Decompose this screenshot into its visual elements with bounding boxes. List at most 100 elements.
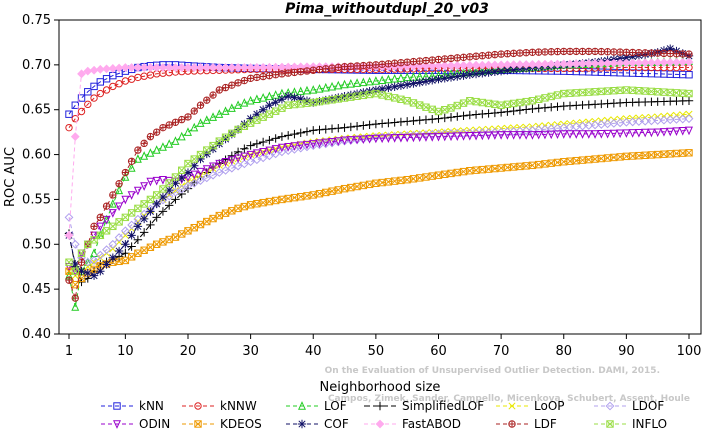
y-tick-label: 0.75 bbox=[22, 13, 51, 28]
data-point bbox=[239, 63, 249, 72]
data-point bbox=[396, 117, 406, 127]
data-point bbox=[309, 140, 318, 149]
data-point bbox=[365, 120, 374, 129]
data-point bbox=[615, 118, 625, 128]
data-point bbox=[121, 240, 130, 249]
data-point bbox=[478, 109, 487, 119]
data-point bbox=[284, 101, 292, 109]
data-point bbox=[321, 125, 330, 134]
data-point bbox=[115, 79, 123, 88]
data-point bbox=[572, 130, 581, 139]
data-point bbox=[471, 60, 481, 70]
data-point bbox=[140, 246, 148, 254]
data-point bbox=[96, 231, 105, 240]
data-point bbox=[396, 73, 405, 82]
data-point bbox=[178, 166, 186, 174]
data-point bbox=[546, 59, 556, 69]
data-point bbox=[140, 200, 148, 208]
data-point bbox=[415, 78, 424, 87]
data-point bbox=[541, 48, 549, 56]
data-point bbox=[190, 170, 199, 180]
data-point bbox=[597, 130, 606, 139]
series-INFLO bbox=[65, 86, 693, 275]
data-point bbox=[328, 81, 337, 91]
data-point bbox=[120, 226, 130, 236]
data-point bbox=[634, 117, 644, 126]
data-point bbox=[90, 231, 99, 241]
data-point bbox=[146, 177, 155, 187]
data-point bbox=[378, 75, 387, 84]
data-point bbox=[96, 222, 105, 232]
data-point bbox=[553, 91, 562, 99]
x-tick-label: 50 bbox=[368, 344, 385, 359]
data-point bbox=[603, 58, 612, 68]
data-point bbox=[246, 95, 255, 105]
data-point bbox=[622, 48, 631, 56]
legend-swatch-marker bbox=[298, 401, 306, 410]
data-point bbox=[553, 47, 562, 56]
data-point bbox=[296, 128, 305, 138]
data-point bbox=[246, 114, 255, 123]
data-point bbox=[496, 60, 506, 70]
data-point bbox=[252, 110, 262, 119]
legend-label: COF bbox=[324, 417, 349, 431]
data-point bbox=[146, 132, 155, 141]
y-axis: 0.40 0.45 0.50 0.55 0.60 0.65 0.70 0.75 bbox=[22, 13, 59, 342]
legend-item: kNN bbox=[101, 399, 164, 413]
data-point bbox=[509, 65, 518, 74]
plot-area bbox=[58, 19, 702, 335]
legend: kNN kNNW LOF SimplifiedLOF LoOP LDOF ODIN KDEOS… bbox=[101, 399, 667, 431]
data-point bbox=[641, 49, 649, 57]
data-point bbox=[622, 53, 631, 62]
data-point bbox=[65, 263, 73, 272]
data-point bbox=[365, 61, 374, 69]
data-point bbox=[196, 150, 205, 159]
data-point bbox=[315, 139, 324, 148]
data-point bbox=[446, 73, 456, 82]
data-point bbox=[340, 79, 349, 89]
data-point bbox=[202, 63, 212, 72]
data-point bbox=[571, 59, 581, 69]
legend-swatch-marker bbox=[113, 402, 121, 410]
data-point bbox=[615, 58, 625, 68]
data-point bbox=[434, 55, 443, 64]
x-tick-label: 1 bbox=[65, 344, 73, 359]
data-point bbox=[353, 78, 362, 87]
data-point bbox=[340, 62, 349, 71]
data-point bbox=[102, 227, 111, 235]
data-point bbox=[196, 154, 205, 164]
data-point bbox=[553, 59, 562, 69]
data-point bbox=[396, 134, 405, 143]
data-point bbox=[127, 191, 136, 200]
data-point bbox=[672, 50, 681, 58]
data-point bbox=[447, 54, 455, 63]
data-point bbox=[108, 209, 117, 218]
data-point bbox=[453, 112, 462, 121]
data-point bbox=[297, 67, 305, 76]
data-point bbox=[215, 86, 224, 94]
x-tick-label: 40 bbox=[305, 344, 322, 359]
data-point bbox=[484, 99, 493, 108]
data-point bbox=[403, 58, 411, 66]
legend-item: LoOP bbox=[496, 399, 565, 413]
data-point bbox=[134, 146, 142, 154]
data-point bbox=[134, 204, 142, 213]
data-point bbox=[108, 239, 118, 249]
data-point bbox=[277, 95, 287, 104]
data-point bbox=[528, 48, 537, 56]
data-point bbox=[446, 113, 456, 122]
data-point bbox=[252, 149, 261, 159]
data-point bbox=[240, 98, 249, 107]
data-point bbox=[221, 63, 230, 72]
data-point bbox=[115, 202, 124, 212]
data-point bbox=[203, 146, 211, 154]
data-point bbox=[165, 179, 173, 187]
data-point bbox=[503, 50, 512, 58]
data-point bbox=[90, 82, 98, 91]
data-point bbox=[183, 168, 193, 177]
data-point bbox=[578, 47, 587, 56]
data-point bbox=[108, 253, 118, 262]
data-point bbox=[471, 110, 481, 119]
data-point bbox=[628, 117, 638, 127]
